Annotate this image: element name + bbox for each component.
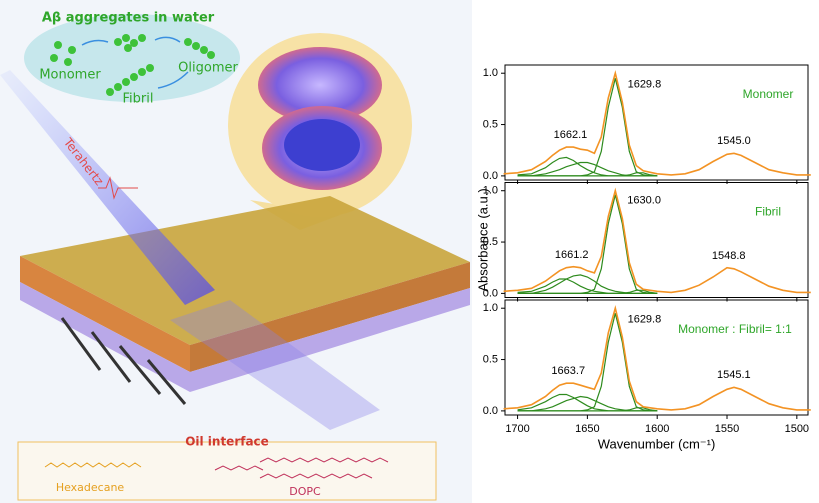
wave-icon: [98, 176, 138, 200]
plot-frame: [504, 299, 809, 416]
spectrum-line: [517, 407, 658, 412]
dopc-label: DOPC: [289, 485, 321, 498]
spectrum-line: [517, 289, 658, 294]
chart-panel-bg: [472, 0, 819, 503]
oligomer-label: Oligomer: [178, 61, 238, 76]
interface-box: [17, 441, 437, 501]
metal-strips: [60, 317, 187, 405]
panel-label: Fibril: [755, 205, 781, 219]
hexadecane-label: Hexadecane: [56, 481, 125, 494]
amyloid-dots: [50, 34, 215, 96]
reflected-beam: [170, 300, 380, 430]
x-tick-label: 1700: [505, 423, 529, 435]
spectrum-line: [517, 161, 658, 177]
y-tick-label: 0.5: [483, 118, 498, 130]
spectrum-line: [517, 172, 658, 177]
peak-label: 1661.2: [555, 249, 589, 261]
y-tick-label: 0.5: [483, 353, 498, 365]
y-tick-label: 1.0: [483, 185, 498, 197]
hexadecane-structure: [44, 462, 142, 468]
y-tick-label: 0.5: [483, 236, 498, 248]
peak-label: 1545.0: [717, 135, 751, 147]
beam-label: Terahertz: [60, 135, 106, 188]
peak-label: 1629.8: [628, 78, 662, 90]
x-tick-label: 1600: [645, 423, 669, 435]
cloud-arrows: [81, 36, 189, 89]
vesicle-top: [258, 47, 382, 123]
peak-label: 1548.8: [712, 250, 746, 262]
oil-plate: [20, 196, 470, 345]
vesicle-core: [284, 119, 360, 171]
fibril-label: Fibril: [123, 92, 154, 107]
monomer-label: Monomer: [39, 68, 101, 83]
y-tick-label: 1.0: [483, 302, 498, 314]
substrate: [20, 282, 470, 392]
peak-label: 1663.7: [551, 365, 585, 377]
peak-label: 1630.0: [627, 195, 661, 207]
x-tick-label: 1500: [785, 423, 809, 435]
dopc-structure: [214, 457, 389, 479]
terahertz-beam: [0, 70, 215, 305]
y-tick-label: 0.0: [483, 405, 498, 417]
x-tick-label: 1550: [715, 423, 739, 435]
panel-label: Monomer : Fibril= 1:1: [678, 322, 792, 336]
peak-label: 1662.1: [554, 129, 588, 141]
water-cloud: [24, 14, 240, 102]
plot-frame: [504, 64, 809, 181]
plate-side: [20, 256, 190, 372]
x-axis-label: Wavenumber (cm⁻¹): [598, 436, 716, 451]
cloud-title: Aβ aggregates in water: [42, 11, 215, 26]
spectrum-line: [503, 187, 811, 294]
plate-front: [190, 262, 470, 372]
peak-label: 1629.8: [628, 313, 662, 325]
spectrum-line: [503, 70, 811, 176]
peak-label: 1545.1: [717, 369, 751, 381]
plot-frame: [504, 182, 809, 298]
y-tick-label: 0.0: [483, 170, 498, 182]
y-axis-label: Absorbance (a.u.): [475, 188, 490, 291]
panel-label: Monomer: [743, 87, 794, 101]
y-tick-label: 0.0: [483, 287, 498, 299]
interface-title: Oil interface: [185, 435, 269, 449]
spectrum-line: [503, 305, 811, 411]
spectrum-line: [517, 274, 658, 294]
x-tick-label: 1650: [575, 423, 599, 435]
spectrum-line: [517, 395, 658, 412]
y-tick-label: 1.0: [483, 67, 498, 79]
